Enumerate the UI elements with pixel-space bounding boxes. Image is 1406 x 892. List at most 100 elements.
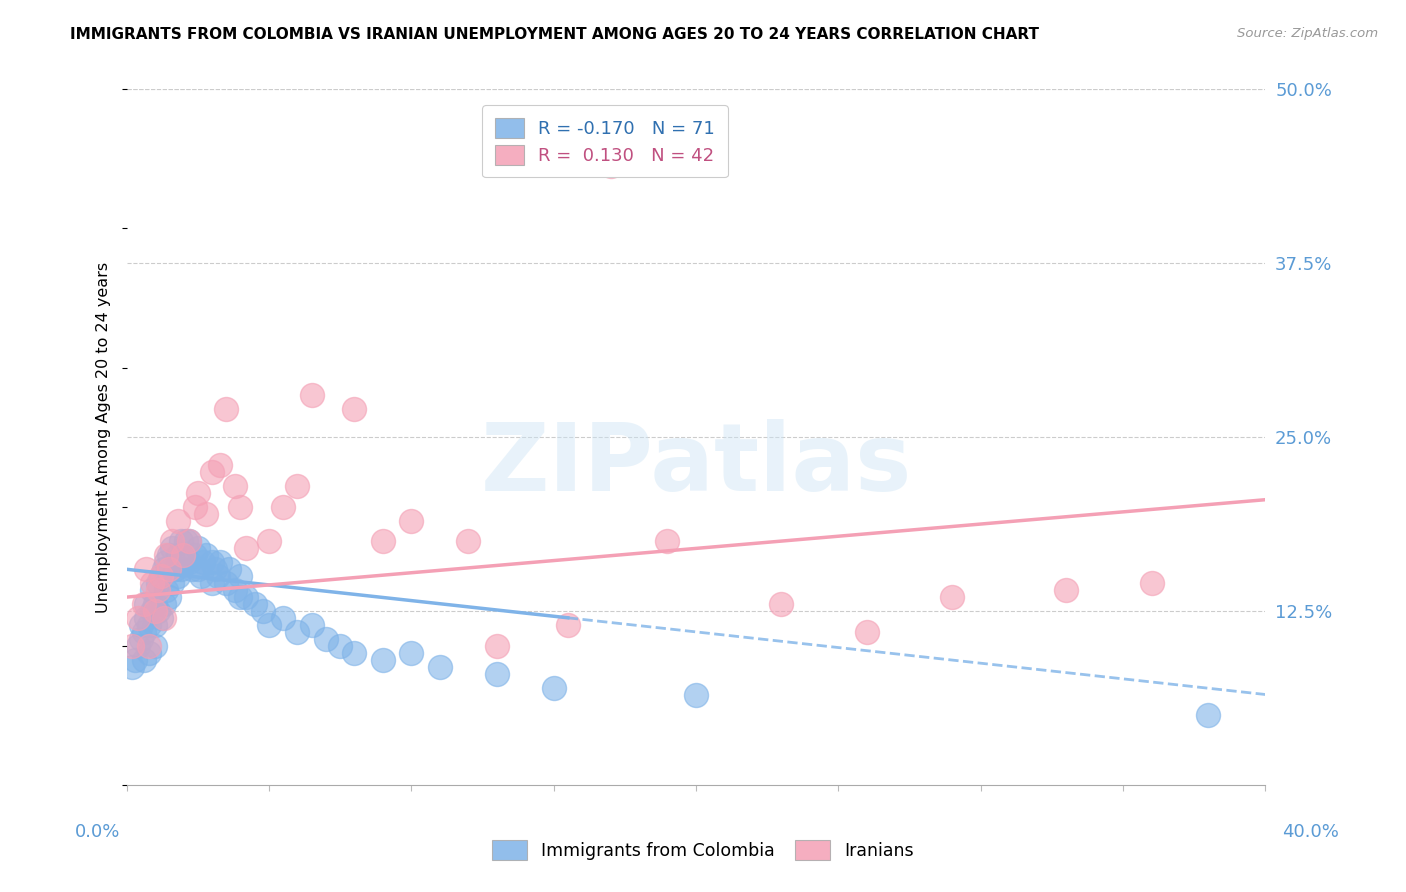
Point	[129, 632, 152, 646]
Point	[301, 618, 323, 632]
Point	[155, 583, 177, 598]
Text: 0.0%: 0.0%	[75, 822, 120, 840]
Point	[1198, 708, 1220, 723]
Point	[201, 555, 224, 569]
Point	[329, 639, 352, 653]
Point	[229, 590, 252, 604]
Point	[155, 549, 177, 563]
Point	[207, 569, 229, 583]
Point	[146, 604, 169, 618]
Point	[172, 549, 194, 563]
Point	[229, 569, 252, 583]
Text: ZIPatlas: ZIPatlas	[481, 419, 911, 511]
Point	[187, 485, 209, 500]
Point	[401, 646, 423, 660]
Point	[138, 646, 160, 660]
Point	[169, 562, 191, 576]
Point	[160, 576, 183, 591]
Point	[343, 402, 366, 417]
Point	[155, 555, 177, 569]
Point	[169, 534, 191, 549]
Point	[149, 569, 172, 583]
Point	[146, 583, 169, 598]
Point	[209, 458, 232, 472]
Point	[271, 500, 294, 514]
Point	[657, 534, 679, 549]
Point	[179, 534, 201, 549]
Point	[152, 597, 174, 611]
Point	[599, 159, 621, 173]
Point	[218, 562, 240, 576]
Point	[187, 541, 209, 556]
Legend: Immigrants from Colombia, Iranians: Immigrants from Colombia, Iranians	[485, 833, 921, 867]
Point	[141, 576, 163, 591]
Point	[195, 549, 218, 563]
Point	[143, 597, 166, 611]
Point	[135, 597, 157, 611]
Point	[179, 534, 201, 549]
Point	[429, 659, 451, 673]
Point	[371, 653, 394, 667]
Point	[543, 681, 565, 695]
Point	[152, 562, 174, 576]
Point	[160, 541, 183, 556]
Point	[135, 562, 157, 576]
Point	[401, 514, 423, 528]
Point	[1054, 583, 1077, 598]
Point	[235, 590, 257, 604]
Point	[215, 402, 238, 417]
Point	[127, 639, 149, 653]
Point	[301, 388, 323, 402]
Point	[135, 611, 157, 625]
Point	[143, 604, 166, 618]
Point	[143, 639, 166, 653]
Text: 40.0%: 40.0%	[1282, 822, 1339, 840]
Point	[141, 604, 163, 618]
Point	[146, 576, 169, 591]
Point	[149, 611, 172, 625]
Point	[215, 576, 238, 591]
Point	[1140, 576, 1163, 591]
Point	[166, 514, 188, 528]
Point	[179, 555, 201, 569]
Point	[224, 583, 246, 598]
Point	[315, 632, 337, 646]
Point	[187, 562, 209, 576]
Point	[149, 569, 172, 583]
Point	[770, 597, 793, 611]
Point	[163, 562, 186, 576]
Point	[193, 555, 215, 569]
Point	[941, 590, 963, 604]
Point	[557, 618, 579, 632]
Point	[271, 611, 294, 625]
Point	[371, 534, 394, 549]
Legend: R = -0.170   N = 71, R =  0.130   N = 42: R = -0.170 N = 71, R = 0.130 N = 42	[482, 105, 727, 178]
Point	[176, 534, 198, 549]
Point	[172, 555, 194, 569]
Point	[204, 562, 226, 576]
Point	[138, 618, 160, 632]
Point	[287, 624, 309, 639]
Point	[166, 549, 188, 563]
Text: Source: ZipAtlas.com: Source: ZipAtlas.com	[1237, 27, 1378, 40]
Y-axis label: Unemployment Among Ages 20 to 24 years: Unemployment Among Ages 20 to 24 years	[96, 261, 111, 613]
Point	[201, 465, 224, 479]
Point	[229, 500, 252, 514]
Point	[195, 507, 218, 521]
Point	[152, 611, 174, 625]
Point	[257, 534, 280, 549]
Point	[343, 646, 366, 660]
Point	[138, 639, 160, 653]
Point	[224, 479, 246, 493]
Point	[184, 500, 207, 514]
Point	[132, 653, 155, 667]
Point	[157, 549, 180, 563]
Point	[485, 666, 508, 681]
Point	[157, 562, 180, 576]
Point	[121, 659, 143, 673]
Point	[457, 534, 479, 549]
Point	[129, 618, 152, 632]
Point	[121, 639, 143, 653]
Point	[287, 479, 309, 493]
Point	[166, 569, 188, 583]
